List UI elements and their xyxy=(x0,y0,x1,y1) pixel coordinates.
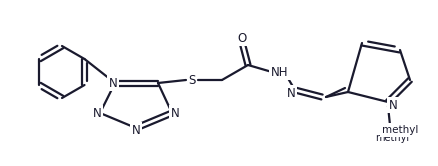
Text: N: N xyxy=(131,124,140,136)
Text: methyl: methyl xyxy=(381,125,417,135)
Text: methyl: methyl xyxy=(374,133,408,143)
Text: N: N xyxy=(108,77,117,89)
Text: S: S xyxy=(188,74,195,86)
Text: NH: NH xyxy=(271,66,288,79)
Text: N: N xyxy=(92,107,101,120)
Text: O: O xyxy=(237,32,246,44)
Text: N: N xyxy=(286,86,295,99)
Text: N: N xyxy=(388,98,396,112)
Text: N: N xyxy=(170,107,179,120)
